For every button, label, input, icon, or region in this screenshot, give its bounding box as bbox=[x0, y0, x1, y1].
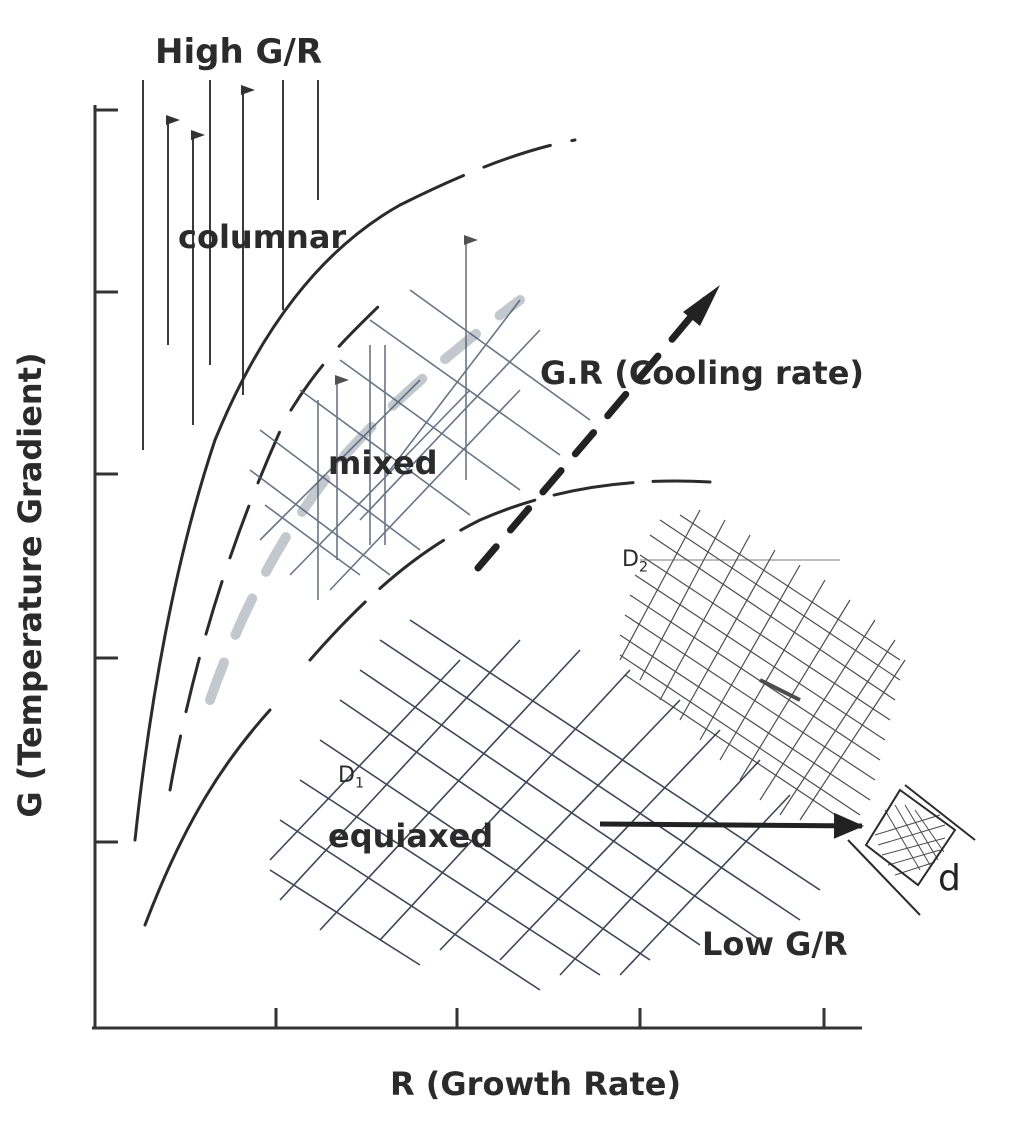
mixed-equiaxed-boundary bbox=[143, 479, 712, 927]
x-axis-label: R (Growth Rate) bbox=[390, 1065, 682, 1103]
low-gr-label: Low G/R bbox=[702, 925, 848, 963]
y-axis-label: G (Temperature Gradient) bbox=[11, 352, 49, 818]
dense-grid-d2 bbox=[619, 509, 906, 821]
grain-size-arrow bbox=[599, 812, 864, 839]
equiaxed-grid bbox=[269, 619, 821, 991]
high-gr-label: High G/R bbox=[155, 32, 322, 72]
mixed-label: mixed bbox=[328, 444, 438, 482]
columnar-mixed-boundary bbox=[133, 138, 577, 842]
d2-subscript: 2 bbox=[638, 559, 649, 576]
small-grain bbox=[847, 784, 976, 916]
small-grain-d-label: d bbox=[938, 858, 961, 899]
d1-subscript: 1 bbox=[354, 775, 365, 792]
cooling-rate-arrow bbox=[474, 296, 709, 572]
cooling-rate-arrowhead bbox=[683, 285, 720, 326]
axes bbox=[92, 105, 862, 1030]
d1-label: D1 bbox=[338, 763, 364, 791]
d2-letter: D bbox=[622, 547, 639, 572]
d2-label: D2 bbox=[622, 547, 648, 575]
equiaxed-label: equiaxed bbox=[328, 817, 494, 855]
cooling-rate-label: G.R (Cooling rate) bbox=[540, 354, 865, 392]
columnar-label: columnar bbox=[178, 218, 347, 256]
d1-letter: D bbox=[338, 763, 355, 788]
columnar-lines bbox=[142, 80, 319, 450]
mixed-grid bbox=[249, 235, 591, 600]
